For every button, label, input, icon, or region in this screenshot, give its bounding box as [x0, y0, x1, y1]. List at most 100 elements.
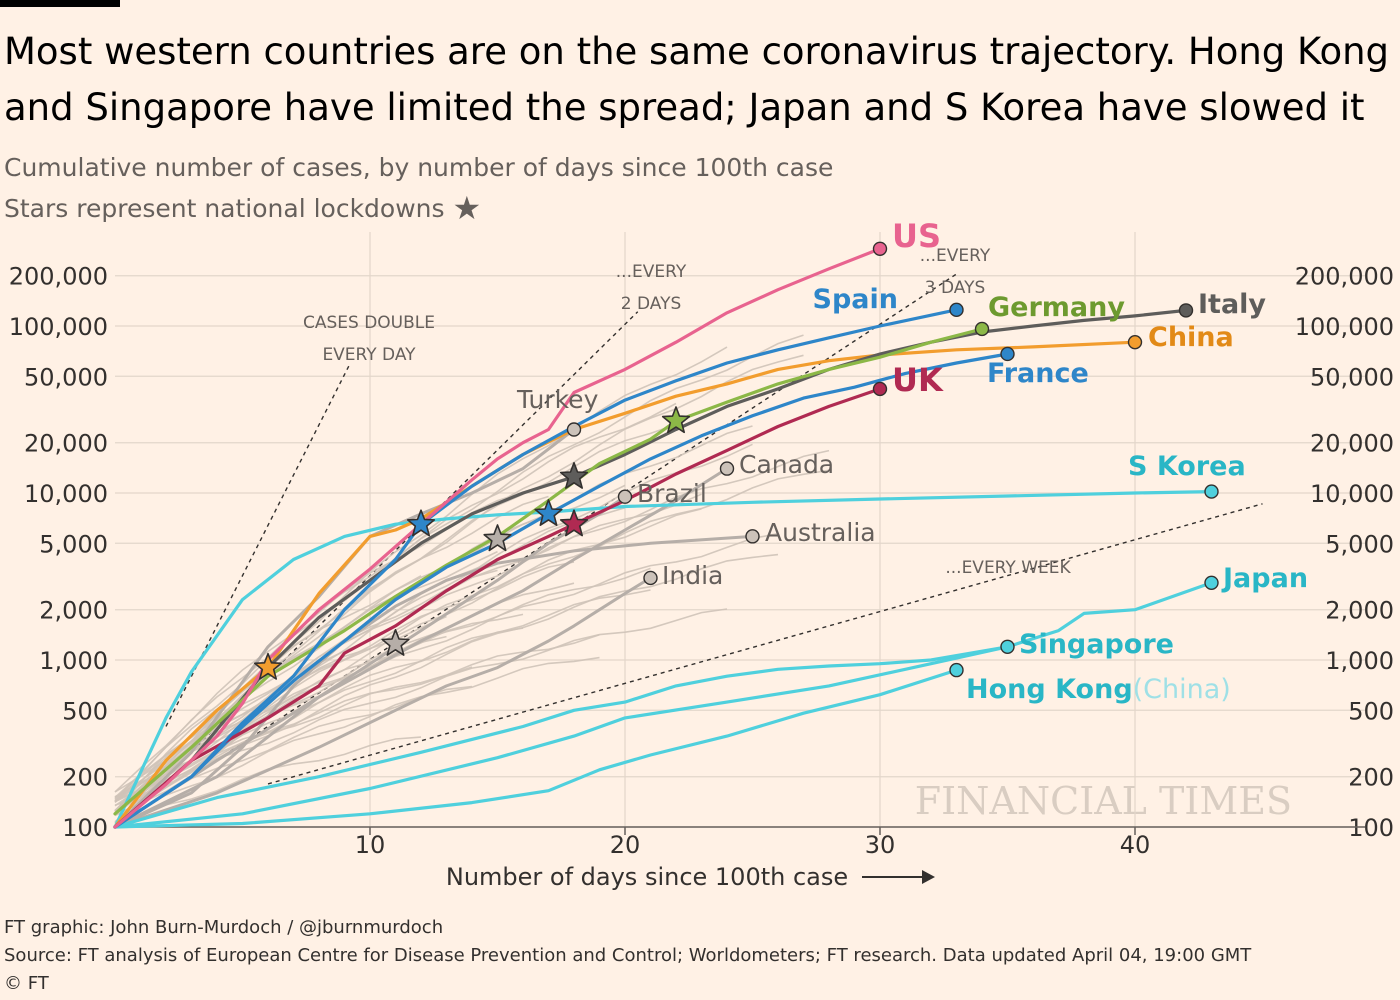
series-label-germany: Germany — [988, 292, 1125, 323]
y-tick-label-right: 100,000 — [1295, 313, 1394, 341]
series-line-italy — [113, 308, 1188, 829]
lockdown-star-other — [381, 628, 410, 656]
lockdown-star-italy — [559, 461, 589, 489]
series-label-canada: Canada — [739, 450, 834, 479]
series-label-france: France — [987, 358, 1089, 389]
x-tick-label: 40 — [1120, 831, 1151, 859]
y-tick-label-left: 100 — [62, 814, 108, 842]
y-tick-label-left: 10,000 — [24, 480, 108, 508]
x-tick-label: 20 — [610, 831, 641, 859]
series-label-s-korea: S Korea — [1128, 451, 1246, 482]
chart-subtitle: Cumulative number of cases, by number of… — [4, 148, 833, 229]
y-tick-label-left: 500 — [62, 697, 108, 725]
y-tick-label-left: 2,000 — [39, 597, 108, 625]
subtitle-line-2: Stars represent national lockdowns — [4, 194, 445, 223]
lockdown-star-uk — [559, 509, 589, 537]
x-tick-label: 10 — [355, 831, 386, 859]
series-label-uk: UK — [892, 361, 944, 399]
reference-label-3: ...EVERY — [920, 246, 991, 266]
end-marker-canada — [719, 461, 735, 476]
series-line-s-korea — [113, 490, 1214, 829]
footer-copyright: © FT — [4, 973, 49, 994]
series-label-suffix: (China) — [1133, 674, 1231, 705]
background-country-line — [114, 608, 728, 806]
chart-title: Most western countries are on the same c… — [4, 30, 1390, 129]
end-marker-s-korea — [1204, 484, 1219, 499]
background-country-line — [114, 354, 804, 814]
reference-label-2: ...EVERY — [616, 262, 687, 282]
y-tick-label-left: 20,000 — [24, 430, 108, 458]
lockdown-stars — [253, 406, 691, 680]
series-line-spain — [113, 308, 959, 829]
series-line-japan — [113, 581, 1214, 829]
x-tick-label: 30 — [865, 831, 896, 859]
background-country-line — [114, 633, 600, 803]
series-line-india — [113, 576, 652, 829]
end-marker-germany — [974, 321, 990, 337]
end-marker-australia — [745, 529, 760, 544]
end-marker-france — [1000, 346, 1015, 362]
background-country-line — [114, 561, 575, 812]
series-label-italy: Italy — [1198, 289, 1266, 320]
reference-label-4: ...EVERY WEEK — [945, 558, 1071, 578]
series-label-brazil: Brazil — [637, 479, 707, 508]
series-label-china: China — [1148, 322, 1234, 353]
y-tick-label-right: 10,000 — [1310, 480, 1394, 508]
series-line-australia — [113, 534, 754, 829]
end-marker-singapore — [1000, 639, 1015, 654]
end-marker-india — [643, 570, 658, 586]
y-tick-label-right: 200,000 — [1295, 263, 1394, 291]
series-lines — [113, 247, 1214, 829]
lockdown-star-other — [483, 524, 512, 552]
y-tick-label-left: 100,000 — [9, 313, 108, 341]
end-marker-hong-kong — [949, 662, 964, 678]
series-line-hong-kong — [113, 668, 959, 829]
series-line-brazil — [113, 495, 627, 829]
y-tick-label-right: 100 — [1348, 814, 1394, 842]
y-tick-label-left: 50,000 — [24, 363, 108, 391]
end-marker-uk — [872, 381, 888, 397]
y-tick-label-right: 2,000 — [1325, 597, 1394, 625]
background-country-line — [114, 449, 830, 799]
end-marker-spain — [949, 302, 964, 318]
reference-label-1-b: EVERY DAY — [322, 345, 416, 365]
y-tick-label-right: 1,000 — [1325, 647, 1394, 675]
subtitle-line-1: Cumulative number of cases, by number of… — [4, 153, 834, 182]
end-marker-brazil — [617, 489, 633, 504]
y-tick-label-left: 5,000 — [39, 530, 108, 558]
y-tick-label-left: 200 — [62, 764, 108, 792]
y-tick-label-right: 20,000 — [1310, 430, 1394, 458]
reference-label-3-b: 3 DAYS — [925, 278, 986, 298]
series-line-canada — [113, 467, 729, 829]
series-line-uk — [113, 387, 882, 829]
y-tick-label-right: 5,000 — [1325, 530, 1394, 558]
lockdown-star-germany — [661, 406, 691, 434]
end-marker-turkey — [566, 422, 582, 437]
series-label-japan: Japan — [1221, 563, 1308, 594]
end-marker-us — [872, 241, 888, 256]
y-tick-label-right: 200 — [1348, 764, 1394, 792]
background-country-line — [114, 443, 753, 824]
end-marker-italy — [1178, 303, 1194, 318]
background-country-line — [114, 550, 498, 800]
series-line-singapore — [113, 645, 1010, 829]
ft-top-bar — [0, 0, 120, 7]
series-label-hong-kong: Hong Kong(China) — [966, 674, 1231, 705]
lockdown-star-china — [253, 652, 283, 680]
series-label-spain: Spain — [813, 284, 898, 315]
x-axis-label: Number of days since 100th case — [446, 863, 848, 891]
series-line-france — [113, 352, 1010, 829]
footer-credit: FT graphic: John Burn-Murdoch / @jburnmu… — [4, 917, 444, 938]
series-line-germany — [113, 327, 984, 816]
y-tick-label-left: 200,000 — [9, 263, 108, 291]
lockdown-star-france — [534, 499, 563, 527]
lockdown-star-icon: ★ — [452, 189, 482, 227]
series-line-us — [113, 247, 882, 829]
y-tick-label-right: 50,000 — [1310, 363, 1394, 391]
x-axis-arrow-head — [922, 870, 935, 884]
y-tick-label-left: 1,000 — [39, 647, 108, 675]
series-label-australia: Australia — [765, 518, 876, 547]
series-label-singapore: Singapore — [1019, 629, 1174, 660]
end-marker-japan — [1204, 575, 1219, 590]
